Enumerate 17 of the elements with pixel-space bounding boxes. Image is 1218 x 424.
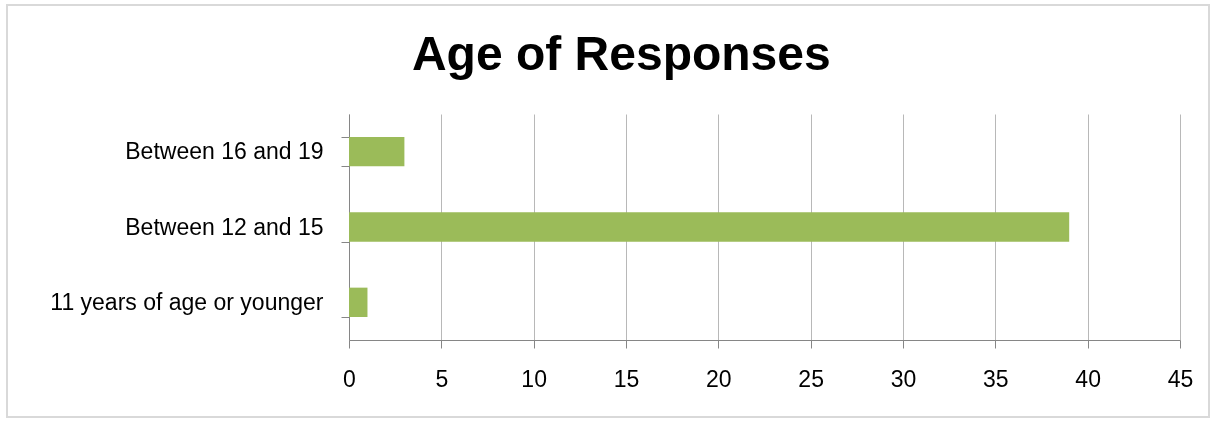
x-tick-label: 25 — [798, 365, 824, 392]
x-tick-label: 30 — [890, 365, 917, 392]
y-tick-label: Between 16 and 19 — [125, 138, 324, 165]
x-tick-label: 5 — [435, 365, 449, 392]
x-tick-label: 0 — [343, 365, 356, 392]
x-tick-label: 20 — [706, 365, 732, 392]
x-tick-label: 15 — [613, 365, 640, 392]
chart-title: Age of Responses — [411, 27, 831, 80]
x-tick-label: 10 — [521, 365, 547, 392]
x-tick-label: 40 — [1075, 365, 1101, 392]
x-tick-label: 35 — [983, 365, 1009, 392]
y-tick-label: 11 years of age or younger — [50, 288, 324, 315]
bar — [349, 287, 368, 318]
y-tick-label: Between 12 and 15 — [125, 213, 324, 240]
bar — [349, 136, 405, 167]
x-tick-label: 45 — [1167, 365, 1194, 392]
bar — [349, 212, 1070, 242]
